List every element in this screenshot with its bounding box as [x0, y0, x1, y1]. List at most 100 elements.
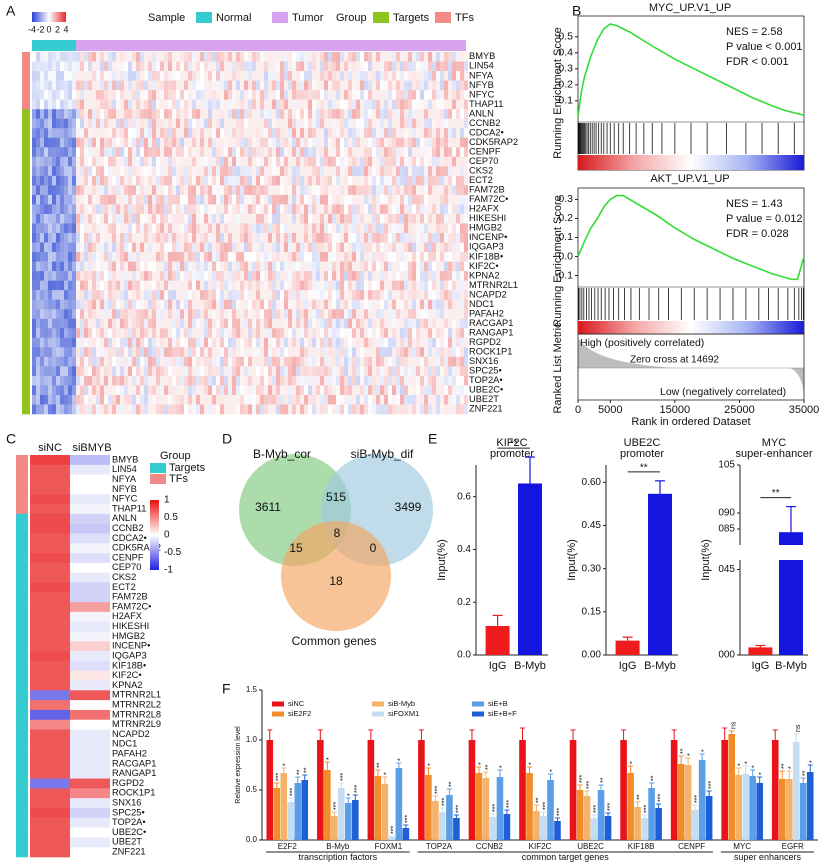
heatmap-texture-cell — [172, 80, 176, 91]
heatmap-cell — [70, 543, 110, 554]
heatmap-texture-cell — [336, 271, 340, 281]
heatmap-texture-cell — [72, 290, 76, 300]
heatmap-texture-cell — [440, 233, 444, 243]
heatmap-texture-cell — [404, 375, 408, 386]
heatmap-texture-cell — [104, 61, 108, 72]
heatmap-texture-cell — [60, 90, 64, 100]
heatmap-texture-cell — [296, 328, 300, 339]
heatmap-texture-cell — [368, 128, 372, 139]
heatmap-texture-cell — [296, 252, 300, 262]
heatmap-texture-cell — [328, 299, 332, 310]
heatmap-texture-cell — [252, 385, 256, 396]
heatmap-texture-cell — [164, 356, 168, 367]
heatmap-texture-cell — [164, 404, 168, 415]
heatmap-texture-cell — [276, 242, 280, 253]
x-tick-label: CENPF — [678, 842, 705, 851]
heatmap-texture-cell — [444, 80, 448, 91]
heatmap-texture-cell — [396, 404, 400, 415]
heatmap-texture-cell — [144, 328, 148, 339]
bar — [324, 770, 331, 840]
heatmap-texture-cell — [120, 213, 124, 224]
heatmap-texture-cell — [428, 99, 432, 110]
heatmap-texture-cell — [156, 394, 160, 405]
sig-label: ns — [795, 724, 802, 732]
gsea-stat: NES = 2.58 — [726, 26, 783, 38]
heatmap-texture-cell — [312, 347, 316, 358]
group-bar — [22, 213, 30, 224]
heatmap-texture-cell — [328, 309, 332, 320]
heatmap-texture-cell — [328, 280, 332, 291]
heatmap-texture-cell — [108, 80, 112, 91]
heatmap-texture-cell — [212, 118, 216, 129]
heatmap-texture-cell — [256, 147, 260, 158]
heatmap-texture-cell — [280, 309, 284, 320]
heatmap-texture-cell — [32, 375, 36, 386]
heatmap-texture-cell — [412, 223, 416, 234]
heatmap-texture-cell — [76, 99, 80, 110]
heatmap-cell — [70, 592, 110, 603]
sig-label: *** — [354, 785, 361, 793]
heatmap-texture-cell — [300, 280, 304, 291]
heatmap-texture-cell — [104, 290, 108, 300]
heatmap-texture-cell — [272, 252, 276, 262]
heatmap-texture-cell — [404, 347, 408, 358]
heatmap-texture-cell — [264, 337, 268, 348]
heatmap-texture-cell — [84, 52, 88, 62]
heatmap-texture-cell — [148, 261, 152, 272]
heatmap-texture-cell — [72, 52, 76, 62]
y-tick-label: 0.3 — [558, 193, 573, 205]
heatmap-texture-cell — [168, 252, 172, 262]
heatmap-texture-cell — [48, 299, 52, 310]
gene-label: BMYB — [469, 51, 495, 61]
heatmap-texture-cell — [420, 328, 424, 339]
colorbar — [150, 500, 159, 570]
heatmap-texture-cell — [236, 271, 240, 281]
heatmap-texture-cell — [100, 137, 104, 148]
heatmap-texture-cell — [236, 242, 240, 253]
heatmap-texture-cell — [52, 385, 56, 396]
heatmap-texture-cell — [304, 99, 308, 110]
heatmap-texture-cell — [408, 242, 412, 253]
heatmap-texture-cell — [356, 52, 360, 62]
heatmap-texture-cell — [448, 128, 452, 139]
heatmap-texture-cell — [440, 366, 444, 377]
heatmap-texture-cell — [352, 137, 356, 148]
heatmap-texture-cell — [356, 252, 360, 262]
heatmap-texture-cell — [248, 185, 252, 196]
heatmap-texture-cell — [248, 347, 252, 358]
heatmap-texture-cell — [184, 318, 188, 329]
heatmap-texture-cell — [380, 213, 384, 224]
heatmap-texture-cell — [140, 404, 144, 415]
heatmap-texture-cell — [172, 166, 176, 177]
heatmap-texture-cell — [80, 356, 84, 367]
heatmap-texture-cell — [88, 71, 92, 81]
heatmap-texture-cell — [352, 71, 356, 81]
heatmap-texture-cell — [232, 280, 236, 291]
heatmap-texture-cell — [400, 318, 404, 329]
heatmap-texture-cell — [436, 185, 440, 196]
heatmap-texture-cell — [172, 261, 176, 272]
heatmap-texture-cell — [376, 80, 380, 91]
heatmap-texture-cell — [188, 213, 192, 224]
heatmap-texture-cell — [440, 80, 444, 91]
heatmap-texture-cell — [64, 156, 68, 167]
heatmap-texture-cell — [352, 99, 356, 110]
heatmap-texture-cell — [324, 52, 328, 62]
legend-title: Group — [336, 12, 367, 24]
heatmap-texture-cell — [36, 356, 40, 367]
group-bar — [22, 337, 30, 348]
heatmap-texture-cell — [36, 337, 40, 348]
heatmap-texture-cell — [192, 375, 196, 386]
heatmap-texture-cell — [76, 90, 80, 100]
heatmap-texture-cell — [244, 309, 248, 320]
heatmap-texture-cell — [320, 71, 324, 81]
heatmap-texture-cell — [144, 109, 148, 119]
heatmap-texture-cell — [372, 194, 376, 205]
heatmap-texture-cell — [344, 356, 348, 367]
heatmap-texture-cell — [108, 356, 112, 367]
heatmap-texture-cell — [396, 261, 400, 272]
heatmap-texture-cell — [92, 80, 96, 91]
heatmap-texture-cell — [388, 128, 392, 139]
heatmap-texture-cell — [56, 394, 60, 405]
heatmap-texture-cell — [216, 404, 220, 415]
